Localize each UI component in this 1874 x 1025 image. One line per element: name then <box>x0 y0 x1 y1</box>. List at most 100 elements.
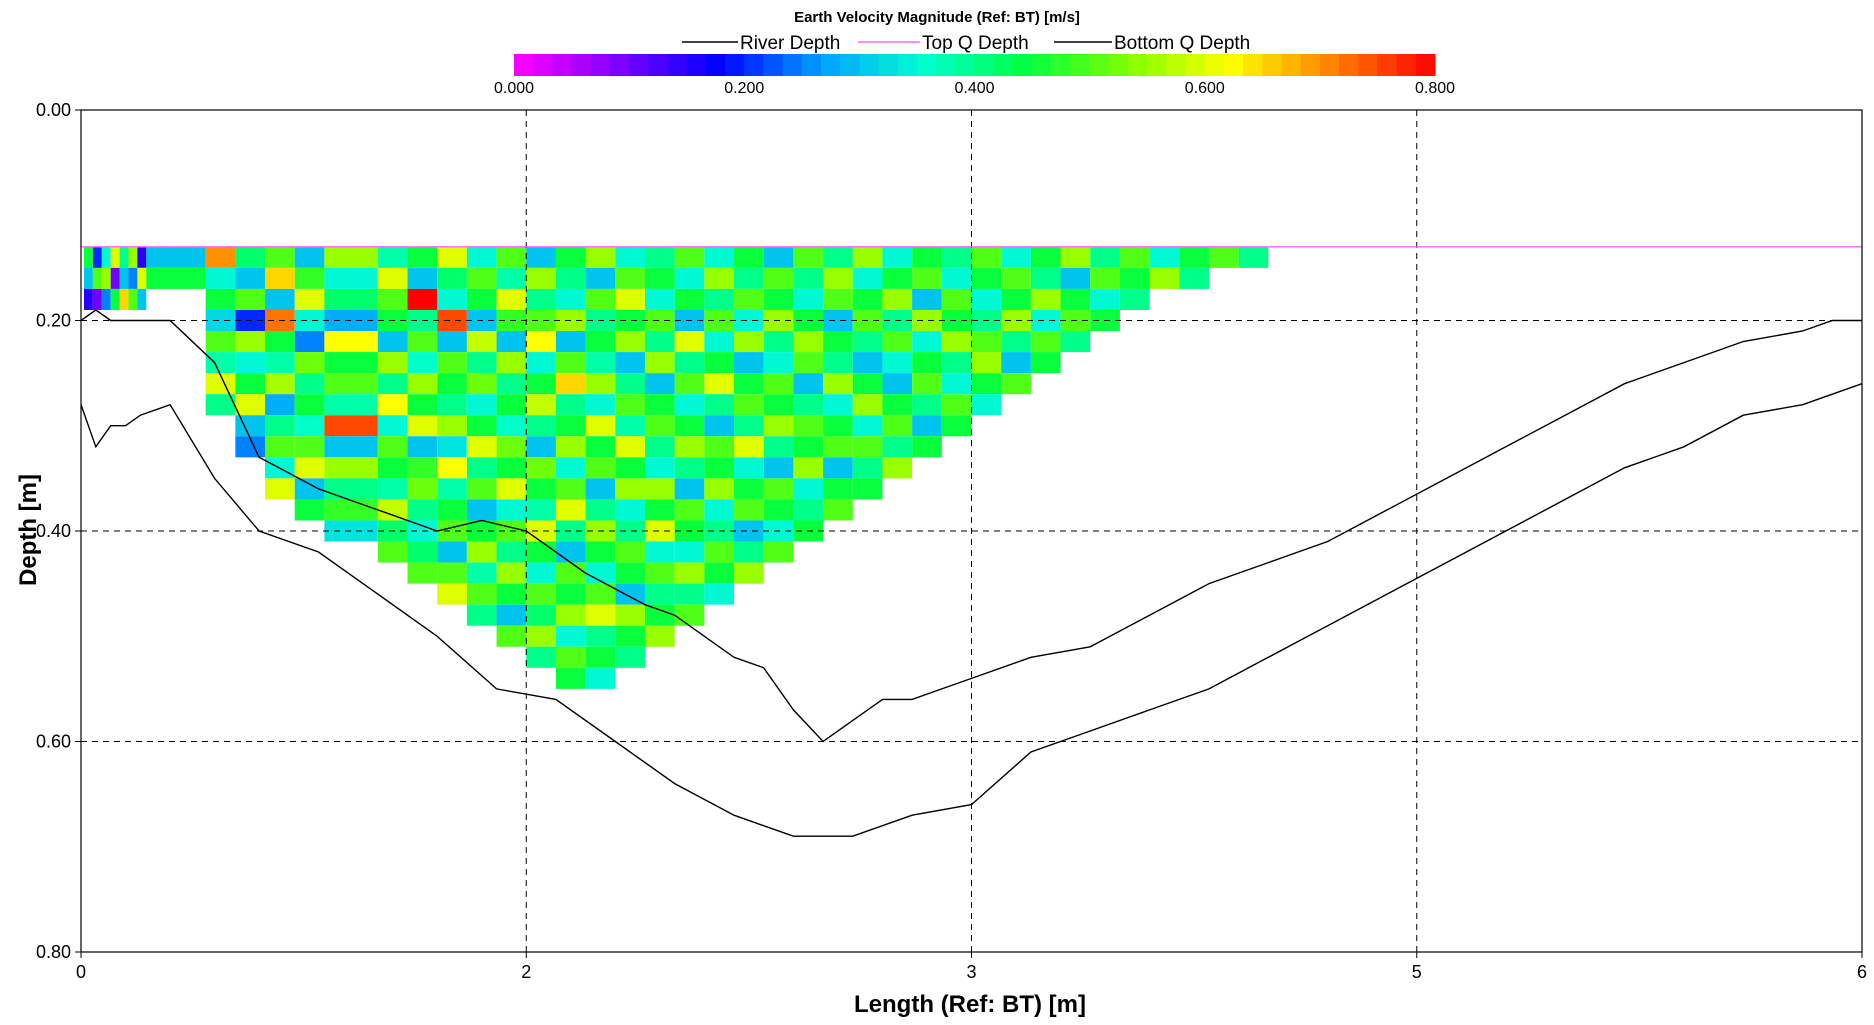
velocity-cell <box>674 436 705 458</box>
velocity-cell <box>377 246 408 268</box>
colorbar-tick-label: 0.000 <box>494 80 534 97</box>
velocity-cell <box>941 246 972 268</box>
velocity-cell <box>235 246 266 268</box>
y-tick-label: 0.80 <box>36 942 71 962</box>
velocity-cell <box>585 541 616 563</box>
velocity-cell <box>377 457 408 479</box>
velocity-cell <box>823 499 853 521</box>
velocity-cell <box>704 394 735 416</box>
velocity-cell <box>644 309 675 332</box>
velocity-cell <box>585 625 616 647</box>
velocity-cell <box>1001 373 1031 395</box>
velocity-cell <box>941 288 972 310</box>
velocity-cell <box>674 331 705 353</box>
velocity-cell <box>763 478 794 500</box>
colorbar-segment <box>686 54 707 76</box>
velocity-cell <box>852 457 883 479</box>
colorbar-segment <box>840 54 860 76</box>
velocity-cell <box>912 373 942 395</box>
velocity-cell <box>585 267 616 289</box>
colorbar-segment <box>1070 54 1091 76</box>
velocity-cell <box>437 541 467 563</box>
velocity-cell <box>734 562 764 584</box>
colorbar-segment <box>1204 54 1225 76</box>
velocity-cell <box>823 246 853 268</box>
velocity-cell <box>437 373 467 395</box>
velocity-cell <box>265 436 295 458</box>
velocity-cell <box>585 352 616 374</box>
velocity-cell <box>1001 288 1031 310</box>
velocity-cell <box>205 288 236 310</box>
velocity-cell <box>674 394 705 416</box>
velocity-cell <box>466 436 497 458</box>
velocity-cell <box>265 394 295 416</box>
velocity-cell <box>324 267 378 289</box>
velocity-cell <box>555 604 586 626</box>
velocity-cell <box>912 288 942 310</box>
velocity-cell <box>1030 309 1061 332</box>
velocity-cell <box>265 352 295 374</box>
y-tick-label: 0.60 <box>36 732 71 752</box>
velocity-cell <box>437 288 467 310</box>
velocity-cell <box>294 373 325 395</box>
velocity-cell <box>496 583 527 605</box>
velocity-cell <box>137 288 147 310</box>
velocity-cell <box>882 331 913 353</box>
velocity-cell <box>92 246 102 268</box>
velocity-cell <box>294 352 325 374</box>
velocity-cell <box>823 288 853 310</box>
velocity-cell <box>1060 288 1091 310</box>
velocity-cell <box>1179 267 1209 289</box>
velocity-cell <box>205 331 236 353</box>
y-tick-label: 0.00 <box>36 100 71 120</box>
velocity-cell <box>644 478 675 500</box>
velocity-cell <box>704 352 735 374</box>
velocity-cell <box>1060 267 1091 289</box>
velocity-cell <box>437 562 467 584</box>
velocity-cell <box>407 562 438 584</box>
velocity-cell <box>294 415 325 437</box>
velocity-cell <box>101 267 111 289</box>
velocity-cell <box>496 562 527 584</box>
velocity-cell <box>585 394 616 416</box>
velocity-cell <box>644 541 675 563</box>
velocity-cell <box>1030 288 1061 310</box>
velocity-cell <box>912 352 942 374</box>
velocity-cell <box>644 352 675 374</box>
velocity-cell <box>324 478 378 500</box>
colorbar-segment <box>609 54 630 76</box>
velocity-cell <box>294 267 325 289</box>
velocity-cell <box>265 373 295 395</box>
velocity-cell <box>407 331 438 353</box>
velocity-cell <box>674 288 705 310</box>
velocity-cell <box>763 436 794 458</box>
velocity-cell <box>146 267 206 289</box>
velocity-cell <box>971 331 1002 353</box>
velocity-cell <box>585 562 616 584</box>
velocity-cell <box>615 394 645 416</box>
velocity-cell <box>704 562 735 584</box>
y-tick-label: 0.40 <box>36 521 71 541</box>
velocity-cell <box>92 288 102 310</box>
velocity-cell <box>377 373 408 395</box>
velocity-cell <box>644 499 675 521</box>
velocity-cell <box>205 246 236 268</box>
velocity-cell <box>615 499 645 521</box>
velocity-cell <box>615 520 645 542</box>
y-tick-label: 0.20 <box>36 311 71 331</box>
grid-lines <box>81 110 1862 952</box>
velocity-cell <box>555 415 586 437</box>
velocity-cell <box>674 267 705 289</box>
colorbar-segment <box>1223 54 1244 76</box>
velocity-cell <box>1060 246 1091 268</box>
velocity-cell <box>555 667 586 689</box>
velocity-cell <box>704 267 735 289</box>
colorbar-segment <box>1089 54 1110 76</box>
velocity-cell <box>823 436 853 458</box>
velocity-cell <box>496 604 527 626</box>
velocity-cell <box>407 415 438 437</box>
velocity-cell <box>763 352 794 374</box>
velocity-cell <box>466 373 497 395</box>
velocity-cell <box>407 499 438 521</box>
velocity-cell <box>466 246 497 268</box>
